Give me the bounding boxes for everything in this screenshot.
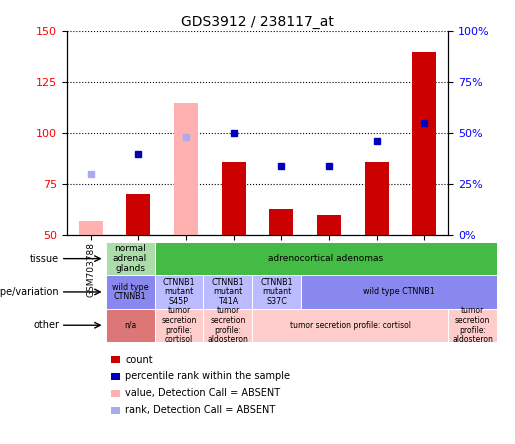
Bar — [154, 275, 203, 309]
Text: adrenocortical adenomas: adrenocortical adenomas — [268, 254, 383, 263]
Title: GDS3912 / 238117_at: GDS3912 / 238117_at — [181, 15, 334, 29]
Text: tumor
secretion
profile:
cortisol: tumor secretion profile: cortisol — [161, 306, 197, 344]
Bar — [154, 309, 203, 342]
Text: rank, Detection Call = ABSENT: rank, Detection Call = ABSENT — [125, 405, 276, 415]
Text: CTNNB1
mutant
S37C: CTNNB1 mutant S37C — [261, 278, 293, 306]
Text: tumor secretion profile: cortisol: tumor secretion profile: cortisol — [290, 321, 410, 330]
Bar — [222, 162, 246, 235]
Text: value, Detection Call = ABSENT: value, Detection Call = ABSENT — [125, 388, 280, 398]
Bar — [79, 221, 102, 235]
Bar — [413, 52, 436, 235]
Bar — [301, 275, 497, 309]
Text: CTNNB1
mutant
T41A: CTNNB1 mutant T41A — [212, 278, 244, 306]
Bar — [106, 309, 154, 342]
Bar — [111, 356, 120, 363]
Bar — [154, 242, 497, 275]
Text: CTNNB1
mutant
S45P: CTNNB1 mutant S45P — [163, 278, 195, 306]
Bar — [174, 103, 198, 235]
Text: wild type CTNNB1: wild type CTNNB1 — [363, 287, 435, 297]
Text: tissue: tissue — [30, 254, 59, 264]
Bar — [111, 390, 120, 397]
Text: percentile rank within the sample: percentile rank within the sample — [125, 372, 290, 381]
Bar — [111, 407, 120, 414]
Bar — [365, 162, 388, 235]
Bar — [111, 373, 120, 380]
Bar — [203, 275, 252, 309]
Bar — [252, 309, 448, 342]
Text: wild type
CTNNB1: wild type CTNNB1 — [112, 282, 148, 301]
Bar — [127, 194, 150, 235]
Bar — [448, 309, 497, 342]
Text: tumor
secretion
profile:
aldosteron: tumor secretion profile: aldosteron — [452, 306, 493, 344]
Text: n/a: n/a — [124, 321, 136, 330]
Bar — [106, 275, 154, 309]
Bar — [317, 215, 341, 235]
Bar — [269, 209, 293, 235]
Bar — [252, 275, 301, 309]
Bar — [106, 242, 154, 275]
Text: other: other — [33, 320, 59, 330]
Text: genotype/variation: genotype/variation — [0, 287, 59, 297]
Bar — [203, 309, 252, 342]
Text: tumor
secretion
profile:
aldosteron: tumor secretion profile: aldosteron — [208, 306, 248, 344]
Text: count: count — [125, 355, 153, 365]
Text: normal
adrenal
glands: normal adrenal glands — [113, 245, 147, 273]
